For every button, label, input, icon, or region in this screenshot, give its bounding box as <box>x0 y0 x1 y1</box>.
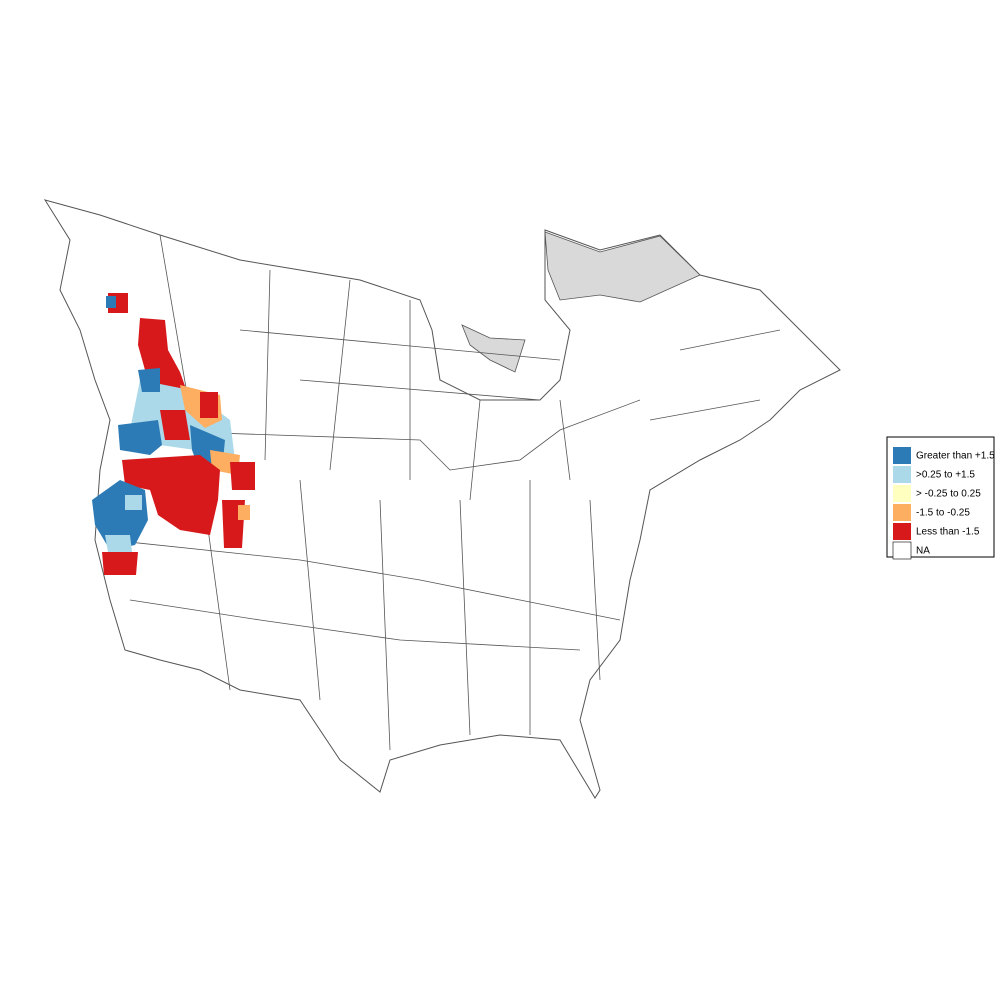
patch <box>105 535 132 552</box>
legend: Greater than +1.5 >0.25 to +1.5 > -0.25 to… <box>886 436 995 560</box>
patch <box>106 296 116 308</box>
region-border <box>239 329 781 421</box>
patch <box>138 368 160 392</box>
legend-swatch <box>893 504 911 521</box>
legend-label: NA <box>916 546 930 557</box>
region-border <box>199 469 601 751</box>
continent-outline <box>43 199 841 799</box>
legend-label: -1.5 to -0.25 <box>916 508 970 519</box>
land <box>43 199 841 799</box>
region-border <box>109 539 621 651</box>
region-border <box>159 234 571 501</box>
legend-label: > -0.25 to 0.25 <box>916 489 981 500</box>
data-patches <box>92 293 255 575</box>
legend-items: Greater than +1.5 >0.25 to +1.5 > -0.25 to… <box>892 447 995 560</box>
na-region <box>544 231 701 303</box>
legend-label: >0.25 to +1.5 <box>916 470 975 481</box>
patch <box>125 495 142 510</box>
patch <box>118 420 162 455</box>
legend-swatch <box>892 541 912 560</box>
legend-swatch <box>893 523 911 540</box>
patch <box>160 410 190 440</box>
legend-swatch <box>893 466 911 483</box>
patch <box>238 505 250 520</box>
region-border <box>129 399 641 471</box>
legend-swatch <box>893 447 911 464</box>
legend-label: Greater than +1.5 <box>916 451 995 462</box>
legend-swatch <box>893 485 911 502</box>
patch <box>230 462 255 490</box>
legend-label: Less than -1.5 <box>916 527 980 538</box>
patch <box>200 392 218 418</box>
na-region <box>461 324 526 373</box>
patch <box>122 455 220 535</box>
patch <box>102 552 138 575</box>
